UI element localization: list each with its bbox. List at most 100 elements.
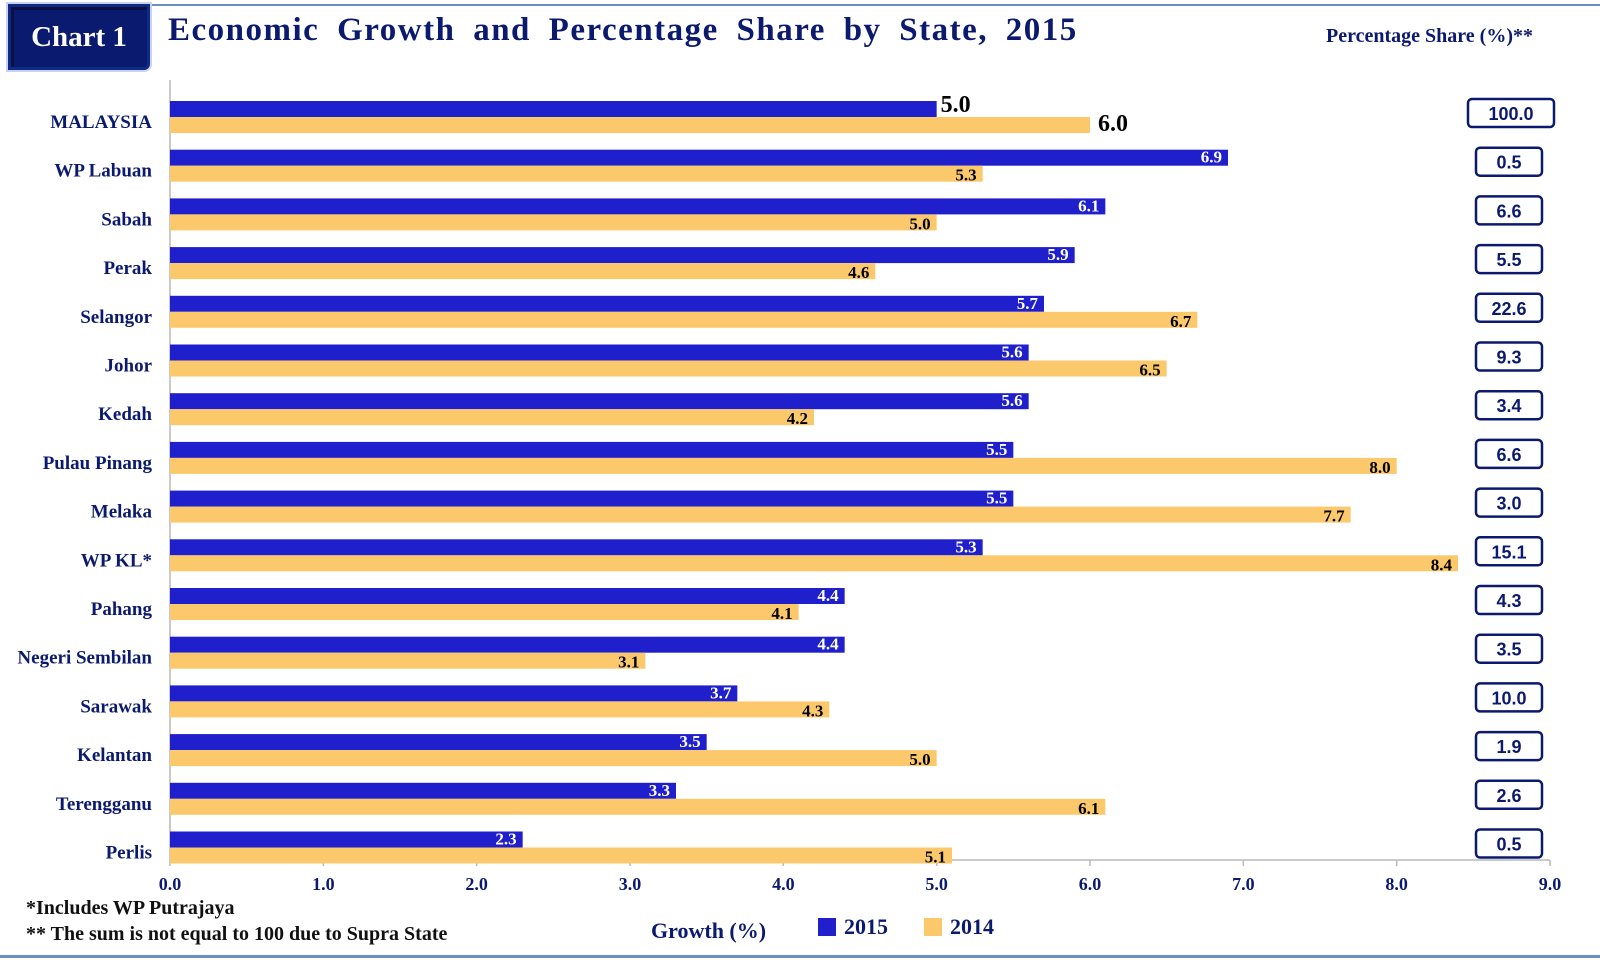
bar-2015 [170, 831, 523, 848]
share-value: 9.3 [1496, 348, 1521, 368]
bar-2014 [170, 409, 814, 426]
value-label-2014: 6.0 [1098, 111, 1128, 137]
value-label-2015: 6.9 [1201, 148, 1222, 167]
x-tick-label: 3.0 [619, 874, 642, 894]
category-label: Kelantan [77, 745, 152, 766]
value-label-2014: 3.1 [618, 653, 639, 672]
category-label: WP Labuan [54, 161, 152, 182]
category-label: Negeri Sembilan [17, 648, 152, 669]
value-label-2015: 3.7 [710, 683, 732, 702]
category-label: Melaka [91, 502, 153, 523]
share-box [1474, 146, 1544, 177]
value-label-2014: 6.5 [1139, 361, 1160, 380]
share-box [1466, 97, 1556, 129]
bar-2014 [170, 214, 937, 231]
value-label-2014: 8.0 [1369, 458, 1390, 477]
share-box [1474, 341, 1544, 372]
bar-2015 [170, 636, 845, 653]
share-box [1474, 633, 1544, 664]
x-tick-label: 0.0 [159, 874, 182, 894]
value-label-2014: 5.3 [955, 166, 976, 185]
bar-2015 [170, 539, 983, 556]
value-label-2014: 7.7 [1323, 507, 1345, 526]
x-tick-label: 8.0 [1385, 874, 1408, 894]
bar-2015 [170, 490, 1014, 507]
share-value: 2.6 [1496, 786, 1521, 806]
category-label: Kedah [98, 404, 152, 425]
share-value: 6.6 [1496, 201, 1521, 221]
share-value: 0.5 [1496, 153, 1521, 173]
share-box [1474, 195, 1544, 226]
bar-2014 [170, 117, 1090, 133]
value-label-2015: 5.0 [941, 92, 971, 118]
bar-2015 [170, 588, 845, 604]
share-value: 10.0 [1491, 688, 1526, 708]
category-label: Perak [103, 258, 152, 279]
legend-swatch-2014 [924, 918, 942, 936]
value-label-2015: 5.6 [1001, 391, 1022, 410]
share-box [1474, 828, 1544, 859]
bar-2015 [170, 782, 676, 799]
share-value: 3.4 [1496, 396, 1521, 416]
category-label: Pulau Pinang [43, 453, 153, 474]
value-label-2015: 5.6 [1001, 343, 1022, 362]
share-value: 3.0 [1496, 494, 1521, 514]
value-label-2015: 4.4 [817, 635, 839, 654]
share-value: 3.5 [1496, 640, 1521, 660]
category-label: Sabah [101, 209, 152, 230]
category-label: Pahang [91, 599, 153, 620]
share-box [1474, 682, 1544, 713]
share-box [1474, 389, 1544, 421]
bar-2014 [170, 652, 646, 669]
share-box [1474, 536, 1544, 567]
value-label-2015: 5.5 [986, 489, 1007, 508]
share-box [1474, 779, 1544, 811]
bar-2014 [170, 847, 952, 864]
category-label: WP KL* [81, 550, 152, 571]
legend-2014: 2014 [924, 914, 994, 940]
bar-2015 [170, 295, 1044, 312]
share-value: 4.3 [1496, 591, 1521, 611]
share-value: 5.5 [1496, 250, 1521, 270]
value-label-2015: 5.3 [955, 537, 976, 556]
chart-title: Economic Growth and Percentage Share by … [168, 12, 1078, 48]
share-box [1474, 487, 1544, 518]
bar-2014 [170, 555, 1458, 572]
bar-2014 [170, 604, 799, 620]
share-box [1474, 292, 1544, 324]
bar-2015 [170, 149, 1228, 166]
category-label: Perlis [106, 843, 152, 864]
footnote-putrajaya: *Includes WP Putrajaya [26, 897, 235, 919]
bar-2014 [170, 750, 937, 767]
share-value: 22.6 [1491, 299, 1526, 319]
share-value: 15.1 [1491, 542, 1526, 562]
footnote-supra-state: ** The sum is not equal to 100 due to Su… [26, 923, 448, 945]
x-tick-label: 9.0 [1539, 874, 1562, 894]
category-label: MALAYSIA [50, 112, 152, 133]
value-label-2015: 6.1 [1078, 196, 1099, 215]
value-label-2014: 5.0 [909, 214, 930, 233]
bar-2014 [170, 701, 830, 718]
value-label-2015: 5.5 [986, 440, 1007, 459]
top-rule [150, 4, 1600, 6]
bar-2015 [170, 101, 937, 117]
value-label-2014: 6.7 [1170, 312, 1192, 331]
category-label: Sarawak [80, 696, 152, 717]
bar-2014 [170, 506, 1351, 523]
x-tick-label: 6.0 [1079, 874, 1102, 894]
value-label-2014: 4.1 [771, 604, 792, 623]
category-label: Johor [105, 356, 153, 377]
legend-2015: 2015 [818, 914, 888, 940]
category-label: Terengganu [56, 794, 153, 815]
share-box [1474, 243, 1544, 275]
share-box [1474, 438, 1544, 470]
bar-2015 [170, 247, 1075, 264]
x-tick-label: 2.0 [465, 874, 488, 894]
bar-2015 [170, 441, 1014, 458]
bar-2014 [170, 263, 876, 280]
bar-2015 [170, 685, 738, 702]
share-box [1474, 584, 1544, 616]
value-label-2015: 3.3 [649, 781, 670, 800]
share-value: 100.0 [1488, 104, 1533, 124]
bar-2015 [170, 393, 1029, 410]
